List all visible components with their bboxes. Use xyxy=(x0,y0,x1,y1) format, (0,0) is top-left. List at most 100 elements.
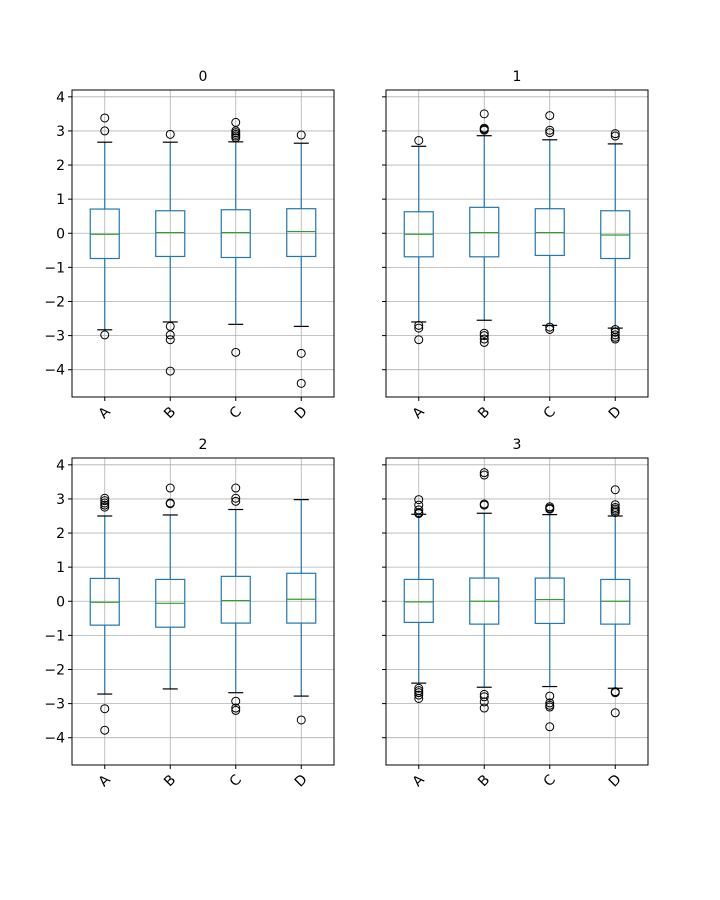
subplot-title: 3 xyxy=(513,437,522,453)
x-axis: A B C D xyxy=(410,397,625,422)
box-B xyxy=(469,468,500,713)
y-tick-label: 2 xyxy=(56,158,65,174)
box-A xyxy=(403,135,434,345)
outlier-point xyxy=(414,320,424,330)
outlier-point xyxy=(231,705,241,715)
outlier-point xyxy=(165,321,175,331)
y-axis xyxy=(382,464,386,739)
axes-frame xyxy=(385,89,649,398)
y-tick-label: 1 xyxy=(56,560,65,576)
x-axis: A B C D xyxy=(96,397,311,422)
subplot-title: 2 xyxy=(199,437,208,453)
y-tick-label: 0 xyxy=(56,226,65,242)
y-tick-label: 3 xyxy=(56,492,65,508)
x-tick-label: D xyxy=(292,772,311,791)
outlier-point xyxy=(610,485,620,495)
outlier-point xyxy=(479,337,489,347)
x-tick-label: A xyxy=(96,772,114,790)
outlier-point xyxy=(610,334,620,344)
outlier-point xyxy=(610,131,620,141)
box-B xyxy=(155,129,186,376)
outlier-point xyxy=(231,703,241,713)
outlier-point xyxy=(479,703,489,713)
gridlines xyxy=(72,458,334,765)
outlier-point xyxy=(545,698,555,708)
x-tick-label: B xyxy=(161,772,179,790)
subplot-2: 2 −4 −3 −2 −1 0 1 2 3 4 A B C D xyxy=(44,437,335,790)
y-tick-label: −1 xyxy=(44,628,65,644)
x-axis: A B C D xyxy=(410,765,625,790)
outlier-point xyxy=(231,496,241,506)
axes-frame xyxy=(385,457,649,766)
outlier-point xyxy=(479,334,489,344)
y-axis: −4 −3 −2 −1 0 1 2 3 4 xyxy=(44,90,72,379)
outlier-point xyxy=(296,130,306,140)
outlier-point xyxy=(610,327,620,337)
y-tick-label: −2 xyxy=(44,294,65,310)
outlier-point xyxy=(479,692,489,702)
y-tick-label: −4 xyxy=(44,363,65,379)
outlier-point xyxy=(100,496,110,506)
box-B xyxy=(155,483,186,690)
outlier-point xyxy=(414,509,424,519)
y-tick-label: −2 xyxy=(44,662,65,678)
box-D xyxy=(286,130,317,388)
x-axis: A B C D xyxy=(96,765,311,790)
outlier-point xyxy=(414,683,424,693)
x-tick-label: C xyxy=(227,404,245,422)
outlier-point xyxy=(414,323,424,333)
box-D xyxy=(600,485,631,718)
outlier-point xyxy=(414,693,424,703)
outlier-point xyxy=(165,366,175,376)
x-tick-label: B xyxy=(475,404,493,422)
outlier-point xyxy=(296,715,306,725)
outlier-point xyxy=(231,117,241,127)
outlier-point xyxy=(479,468,489,478)
outlier-point xyxy=(479,328,489,338)
outlier-point xyxy=(545,322,555,332)
outlier-point xyxy=(479,109,489,119)
subplot-3: 3 A B C D xyxy=(382,437,649,790)
x-tick-label: C xyxy=(541,772,559,790)
outlier-point xyxy=(231,347,241,357)
outlier-point xyxy=(479,125,489,135)
outlier-point xyxy=(545,504,555,514)
outlier-point xyxy=(165,129,175,139)
subplot-grid: 0 −4 −3 −2 −1 0 1 2 3 4 A B C D 1 A B C D 2 −4 −3 −2 −1 0 1 2 3 4 A B C… xyxy=(44,69,649,790)
outlier-point xyxy=(545,324,555,334)
gridlines xyxy=(72,90,334,397)
outlier-point xyxy=(231,483,241,493)
y-tick-label: −3 xyxy=(44,329,65,345)
y-axis: −4 −3 −2 −1 0 1 2 3 4 xyxy=(44,458,72,747)
x-tick-label: D xyxy=(606,404,625,423)
outlier-point xyxy=(100,493,110,503)
y-tick-label: −1 xyxy=(44,260,65,276)
subplot-title: 0 xyxy=(199,69,208,85)
outlier-point xyxy=(610,129,620,139)
y-tick-label: −3 xyxy=(44,697,65,713)
box-A xyxy=(89,113,120,340)
x-tick-label: D xyxy=(606,772,625,791)
gridlines xyxy=(386,90,648,397)
outlier-point xyxy=(100,126,110,136)
outlier-point xyxy=(414,495,424,505)
outlier-point xyxy=(479,500,489,510)
outlier-point xyxy=(100,330,110,340)
y-tick-label: 1 xyxy=(56,192,65,208)
x-tick-label: A xyxy=(410,404,428,422)
x-tick-label: A xyxy=(410,772,428,790)
outlier-point xyxy=(545,128,555,138)
y-tick-label: 2 xyxy=(56,526,65,542)
outlier-point xyxy=(231,493,241,503)
outlier-point xyxy=(231,133,241,143)
outlier-point xyxy=(100,113,110,123)
x-tick-label: A xyxy=(96,404,114,422)
y-tick-label: 3 xyxy=(56,124,65,140)
outlier-point xyxy=(100,704,110,714)
y-tick-label: −4 xyxy=(44,731,65,747)
subplot-title: 1 xyxy=(513,69,522,85)
outlier-point xyxy=(231,696,241,706)
box-C xyxy=(534,111,565,334)
outlier-point xyxy=(545,111,555,121)
